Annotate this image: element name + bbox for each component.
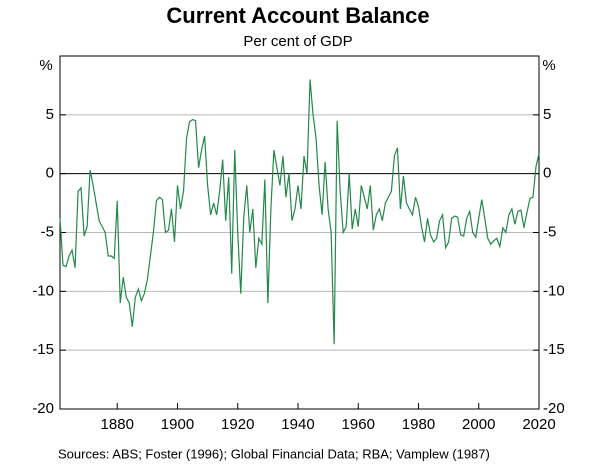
x-tick-label: 2020 xyxy=(522,416,555,433)
series-line xyxy=(59,79,540,345)
source-note: Sources: ABS; Foster (1996); Global Fina… xyxy=(58,446,490,461)
x-tick-label: 1880 xyxy=(101,416,134,433)
y-tick-label-right: 0 xyxy=(543,165,551,182)
x-tick-label: 1900 xyxy=(161,416,194,433)
y-tick-label-left: -15 xyxy=(32,341,54,358)
y-unit-left: % xyxy=(39,57,52,74)
chart-subtitle: Per cent of GDP xyxy=(243,33,352,50)
y-tick-label-right: -15 xyxy=(543,341,565,358)
y-tick-label-left: -10 xyxy=(32,282,54,299)
y-tick-label-left: -5 xyxy=(41,223,54,240)
x-tick-label: 1940 xyxy=(281,416,314,433)
x-tick-label: 2000 xyxy=(462,416,495,433)
y-tick-label-right: 5 xyxy=(543,106,551,123)
y-tick-label-left: 5 xyxy=(46,106,54,123)
y-tick-label-right: -5 xyxy=(543,223,556,240)
plot-frame xyxy=(59,55,540,410)
x-tick-label: 1980 xyxy=(402,416,435,433)
chart-title: Current Account Balance xyxy=(166,3,429,28)
x-tick-label: 1960 xyxy=(342,416,375,433)
y-tick-label-left: -20 xyxy=(32,400,54,417)
x-tick-label: 1920 xyxy=(221,416,254,433)
y-tick-label-right: -10 xyxy=(543,282,565,299)
y-tick-label-right: -20 xyxy=(543,400,565,417)
y-unit-right: % xyxy=(542,57,555,74)
y-tick-label-left: 0 xyxy=(46,165,54,182)
